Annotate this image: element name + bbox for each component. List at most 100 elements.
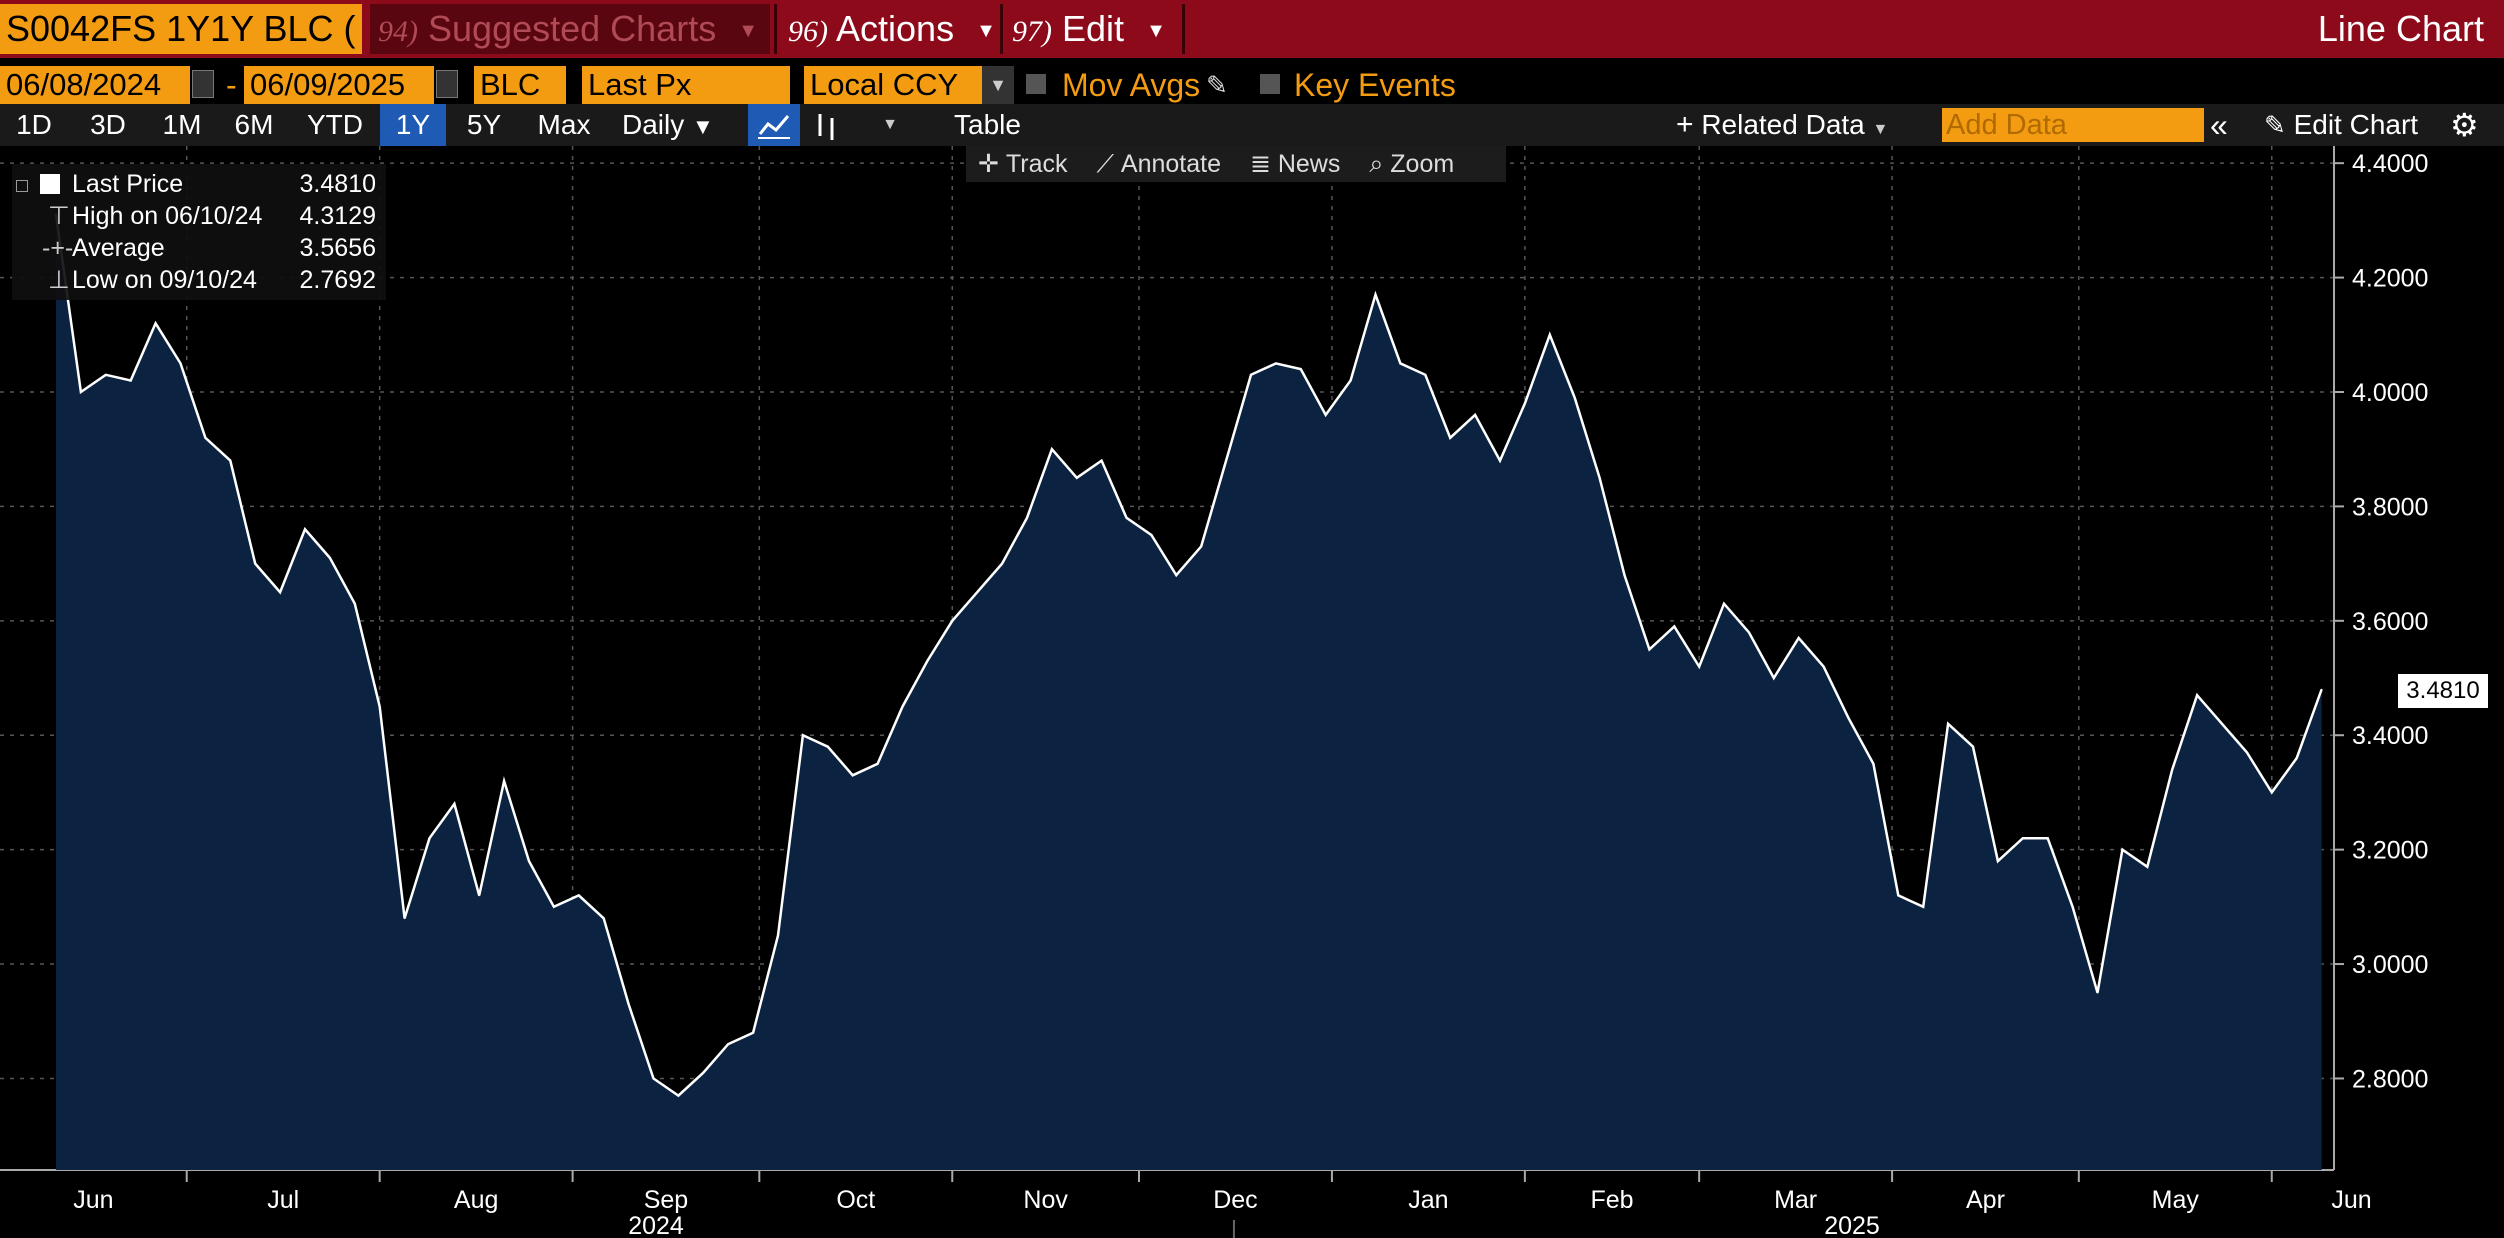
ticker-field[interactable]: S0042FS 1Y1Y BLC ( [0,4,362,54]
data-point [1125,517,1128,519]
data-point [1549,334,1551,336]
year-label: 2025 [1824,1212,1880,1238]
data-point [2146,866,2149,868]
last-price-badge: 3.4810 [2398,674,2488,708]
edit-chart-label: Edit Chart [2293,109,2419,140]
data-point [1250,374,1252,376]
caret-down-icon: ▼ [738,20,759,43]
source-input[interactable]: BLC [474,66,566,104]
period-5y[interactable]: 5Y [466,109,502,140]
average-marker-icon: -+- [42,234,74,262]
x-tick-label: Jun [2331,1186,2371,1214]
bar-chart-icon[interactable] [806,104,846,146]
data-point [105,374,107,376]
menu-number: 97) [1012,15,1052,48]
data-point [578,894,580,897]
period-3d[interactable]: 3D [90,109,126,140]
legend-label: High on 06/10/24 [72,202,263,230]
news-button[interactable]: ≣ News [1250,146,1340,182]
edit-chart-button[interactable]: ✎ Edit Chart [2264,104,2440,146]
key-events-label[interactable]: Key Events [1294,67,1456,103]
plus-icon: + [1676,108,1694,141]
mov-avgs-label[interactable]: Mov Avgs [1062,67,1201,103]
data-point [2022,837,2024,839]
data-point [1001,562,1003,565]
period-1d[interactable]: 1D [16,109,52,140]
data-point [951,620,954,622]
line-chart[interactable]: 4.4000 4.2000 4.0000 3.8000 3.6000 3.4000 3.20… [0,146,2504,1238]
data-point [304,528,306,531]
x-tick-label: Dec [1213,1186,1257,1214]
mov-avgs-checkbox[interactable] [1026,74,1046,94]
edit-menu[interactable]: 97) Edit ▼ [1004,4,1180,54]
data-point [1449,437,1451,439]
suggested-charts-menu[interactable]: 94) Suggested Charts ▼ [370,4,770,54]
field-input[interactable]: Last Px [582,66,790,104]
caret-down-icon: ▼ [1872,121,1889,138]
add-data-input[interactable]: Add Data [1942,108,2204,142]
menu-number: 96) [788,15,828,48]
calendar-icon[interactable] [192,70,214,98]
data-point [1524,402,1526,405]
caret-down-icon: ▼ [692,114,714,139]
data-point [1175,574,1178,576]
data-point [876,763,879,765]
data-point [1698,665,1700,668]
line-chart-icon-svg [758,115,790,139]
track-button[interactable]: ✛ Track [978,146,1067,182]
period-1m[interactable]: 1M [162,109,202,140]
data-point [652,1077,655,1080]
date-separator: - [226,67,237,103]
collapse-icon[interactable]: « [2210,107,2228,143]
key-events-checkbox[interactable] [1260,74,1280,94]
actions-menu[interactable]: 96) Actions ▼ [780,4,998,54]
high-marker-icon: ⊤ [48,202,70,230]
annotate-button[interactable]: ⟋ Annotate [1096,146,1221,182]
data-point [976,591,978,593]
related-data-button[interactable]: + Related Data ▼ [1676,104,1912,146]
frequency-dropdown[interactable]: Daily ▼ [620,104,736,146]
y-tick-label: 2.8000 [2352,1065,2428,1093]
data-point [378,705,381,708]
period-max[interactable]: Max [537,109,591,140]
data-point [2246,751,2248,754]
x-tick-label: Jan [1408,1186,1448,1214]
period-6m[interactable]: 6M [234,109,274,140]
chevron-down-icon[interactable]: ▼ [882,116,898,133]
period-1y[interactable]: 1Y [380,104,446,146]
data-point [1723,602,1725,605]
pencil-icon[interactable]: ✎ [1206,70,1228,100]
data-point [154,322,157,325]
data-point [1748,631,1750,634]
end-date-input[interactable]: 06/09/2025 [244,66,434,104]
chevron-down-icon[interactable]: ▼ [982,66,1014,104]
data-point [478,894,481,897]
data-point [1424,374,1427,376]
data-point [1872,763,1875,765]
y-tick-label: 3.8000 [2352,493,2428,521]
data-point [1051,448,1053,451]
start-date-input[interactable]: 06/08/2024 [0,66,190,104]
period-ytd[interactable]: YTD [307,109,363,140]
zoom-button[interactable]: ⌕ Zoom [1369,146,1454,182]
calendar-icon[interactable] [436,70,458,98]
data-point [1300,368,1302,370]
track-label: Track [1005,150,1068,178]
frequency-label: Daily [622,109,685,140]
line-chart-icon[interactable] [748,104,800,146]
series-swatch [40,174,60,194]
gear-icon[interactable]: ⚙ [2450,107,2479,143]
legend-value: 2.7692 [299,266,376,294]
x-tick-label: May [2152,1186,2200,1214]
caret-down-icon: ▼ [1146,20,1166,43]
data-point [1076,477,1078,479]
legend-label: Last Price [72,170,184,198]
data-point [1897,894,1900,897]
data-point [129,379,132,382]
table-button[interactable]: Table [954,109,1021,140]
collapse-icon[interactable] [16,180,28,192]
currency-select[interactable]: Local CCY [804,66,982,104]
data-point [1972,745,1974,748]
x-tick-label: Jun [73,1186,113,1214]
data-point [1673,625,1676,628]
